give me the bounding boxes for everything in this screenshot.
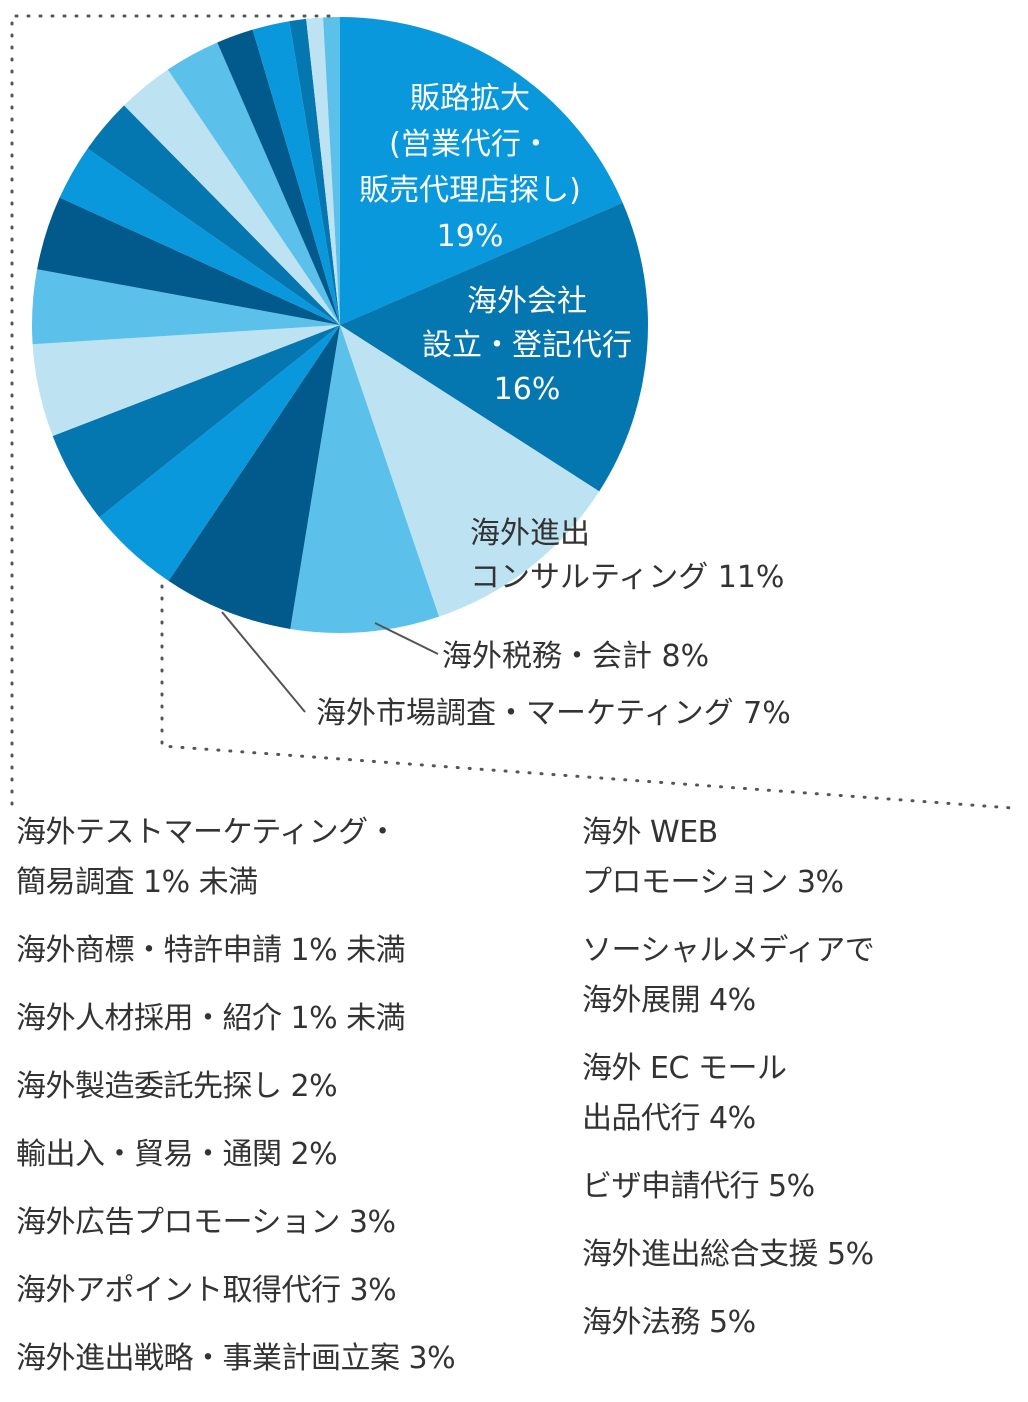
slice-label-4: 海外市場調査・マーケティング 7% bbox=[316, 696, 791, 731]
leader-line-research bbox=[221, 611, 306, 713]
legend-item: 海外 WEB プロモーション 3% bbox=[582, 815, 844, 900]
legend-item: 輸出入・貿易・通関 2% bbox=[16, 1137, 338, 1172]
legend-item: 海外商標・特許申請 1% 未満 bbox=[16, 933, 406, 968]
legend-item: 海外進出総合支援 5% bbox=[582, 1237, 874, 1272]
legend-item: 海外法務 5% bbox=[582, 1305, 756, 1340]
dotted-guide-left bbox=[10, 14, 342, 806]
slice-label-2: 海外進出コンサルティング 11% bbox=[470, 516, 784, 595]
leader-line-tax bbox=[374, 622, 439, 655]
legend-item: 海外製造委託先探し 2% bbox=[16, 1069, 338, 1104]
pie-slice-4 bbox=[168, 325, 340, 629]
slice-label-3: 海外税務・会計 8% bbox=[442, 639, 709, 674]
legend-item: 海外広告プロモーション 3% bbox=[16, 1205, 396, 1240]
pie-slice-11 bbox=[87, 105, 340, 325]
legend-item: 海外進出戦略・事業計画立案 3% bbox=[16, 1341, 456, 1376]
legend-item: 海外人材採用・紹介 1% 未満 bbox=[16, 1001, 406, 1036]
legend-item: ビザ申請代行 5% bbox=[582, 1169, 815, 1204]
pie-slice-2 bbox=[340, 325, 600, 617]
pie-slice-18 bbox=[323, 17, 340, 325]
legend-item: 海外 EC モール 出品代行 4% bbox=[582, 1051, 787, 1136]
legend-item: ソーシャルメディアで 海外展開 4% bbox=[582, 933, 875, 1018]
pie-slice-13 bbox=[167, 42, 340, 326]
legend-item: 海外アポイント取得代行 3% bbox=[16, 1273, 397, 1308]
pie-slice-9 bbox=[37, 197, 341, 325]
pie-slice-12 bbox=[124, 69, 340, 325]
pie-slice-7 bbox=[32, 325, 341, 436]
pie-slice-1 bbox=[340, 202, 648, 492]
slice-label-1: 海外会社設立・登記代行 16% bbox=[422, 284, 632, 407]
pie-slice-14 bbox=[217, 29, 340, 326]
slice-labels: 販路拡大(営業代行・販売代理店探し) 19% 海外会社設立・登記代行 16% 海外進出コ… bbox=[316, 81, 791, 731]
legend-item: 海外テストマーケティング・ 簡易調査 1% 未満 bbox=[16, 815, 398, 900]
pie-slice-0 bbox=[340, 17, 623, 325]
pie-slice-5 bbox=[99, 325, 340, 581]
legend-right: 海外 WEB プロモーション 3% ソーシャルメディアで 海外展開 4% 海外 … bbox=[582, 808, 1022, 1366]
pie-slice-10 bbox=[59, 148, 341, 325]
legend-left: 海外テストマーケティング・ 簡易調査 1% 未満 海外商標・特許申請 1% 未満… bbox=[16, 808, 536, 1402]
pie-slices bbox=[32, 17, 648, 634]
guide-lines bbox=[10, 14, 1014, 810]
pie-slice-6 bbox=[52, 325, 340, 518]
slice-label-0: 販路拡大(営業代行・販売代理店探し) 19% bbox=[359, 81, 581, 254]
pie-slice-15 bbox=[252, 21, 340, 325]
pie-slice-17 bbox=[306, 17, 340, 325]
pie-slice-16 bbox=[289, 18, 340, 326]
pie-slice-8 bbox=[32, 269, 340, 345]
pie-slice-3 bbox=[290, 325, 440, 634]
